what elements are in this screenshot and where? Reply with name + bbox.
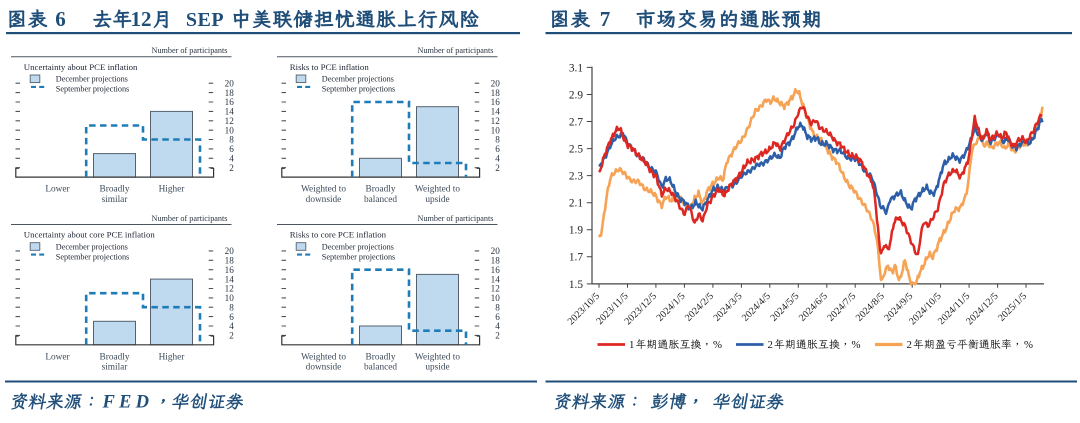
svg-text:2: 2 <box>495 331 500 341</box>
svg-text:16: 16 <box>225 97 235 107</box>
svg-text:December projections: December projections <box>56 75 128 84</box>
svg-text:upside: upside <box>425 363 449 373</box>
svg-text:2.9: 2.9 <box>569 89 583 101</box>
svg-text:6: 6 <box>229 312 234 322</box>
svg-text:Lower: Lower <box>45 185 70 195</box>
svg-text:Broadly: Broadly <box>366 352 396 362</box>
svg-text:Number of participants: Number of participants <box>152 214 228 223</box>
svg-text:12: 12 <box>225 284 235 294</box>
svg-text:20: 20 <box>491 78 501 88</box>
svg-text:12: 12 <box>491 116 501 126</box>
svg-text:Weighted to: Weighted to <box>415 185 460 195</box>
svg-text:Number of participants: Number of participants <box>418 46 494 55</box>
svg-text:%: % <box>1024 339 1033 351</box>
svg-text:7: 7 <box>600 7 611 31</box>
svg-text:1: 1 <box>629 339 634 351</box>
svg-text:Higher: Higher <box>159 352 186 362</box>
svg-text:SEP: SEP <box>186 9 224 31</box>
svg-text:12: 12 <box>225 116 235 126</box>
svg-text:20: 20 <box>491 246 501 256</box>
svg-text:September projections: September projections <box>56 252 129 261</box>
svg-text:Broadly: Broadly <box>100 185 130 195</box>
svg-text:FED: FED <box>102 393 154 413</box>
svg-text:18: 18 <box>225 88 235 98</box>
svg-text:%: % <box>713 339 722 351</box>
svg-text:2: 2 <box>768 339 773 351</box>
svg-text:4: 4 <box>229 154 234 164</box>
svg-text:16: 16 <box>491 97 501 107</box>
svg-text:2.5: 2.5 <box>569 144 583 156</box>
svg-text:12: 12 <box>131 7 152 31</box>
svg-text:Weighted to: Weighted to <box>415 352 460 362</box>
svg-text:Higher: Higher <box>159 185 186 195</box>
svg-text:2: 2 <box>495 163 500 173</box>
svg-text:2: 2 <box>229 331 234 341</box>
svg-text:Risks to PCE inflation: Risks to PCE inflation <box>290 62 370 72</box>
svg-text:6: 6 <box>495 144 500 154</box>
svg-text:2: 2 <box>907 339 912 351</box>
svg-text:12: 12 <box>491 284 501 294</box>
svg-text:2: 2 <box>229 163 234 173</box>
svg-text:16: 16 <box>225 265 235 275</box>
svg-text:upside: upside <box>425 195 449 205</box>
svg-text:Risks to core PCE inflation: Risks to core PCE inflation <box>290 230 387 240</box>
svg-text:December projections: December projections <box>322 242 394 251</box>
svg-text:10: 10 <box>225 293 235 303</box>
svg-text:18: 18 <box>491 256 501 266</box>
svg-text:20: 20 <box>225 246 235 256</box>
svg-text:Uncertainty about core PCE inf: Uncertainty about core PCE inflation <box>24 230 156 240</box>
svg-text:14: 14 <box>491 274 501 284</box>
svg-text:Weighted to: Weighted to <box>301 352 346 362</box>
svg-text:14: 14 <box>491 107 501 117</box>
svg-text:Weighted to: Weighted to <box>301 185 346 195</box>
svg-text:16: 16 <box>491 265 501 275</box>
svg-text:similar: similar <box>102 195 129 205</box>
svg-text:2.7: 2.7 <box>569 116 583 128</box>
svg-text:14: 14 <box>225 274 235 284</box>
svg-text:4: 4 <box>495 321 500 331</box>
svg-text:20: 20 <box>225 78 235 88</box>
svg-text:3.1: 3.1 <box>569 62 583 74</box>
svg-text:September projections: September projections <box>322 252 395 261</box>
svg-text:similar: similar <box>102 363 129 373</box>
svg-text:18: 18 <box>491 88 501 98</box>
svg-text:September projections: September projections <box>56 85 129 94</box>
svg-text:balanced: balanced <box>364 363 397 373</box>
svg-text:8: 8 <box>495 302 500 312</box>
svg-text:10: 10 <box>491 293 501 303</box>
svg-text:6: 6 <box>229 144 234 154</box>
svg-text:Uncertainty about PCE inflatio: Uncertainty about PCE inflation <box>24 62 138 72</box>
svg-text:10: 10 <box>225 125 235 135</box>
svg-text:downside: downside <box>306 195 342 205</box>
svg-text:6: 6 <box>495 312 500 322</box>
svg-text:Broadly: Broadly <box>366 185 396 195</box>
svg-text:December projections: December projections <box>56 242 128 251</box>
svg-text:2.3: 2.3 <box>569 171 583 183</box>
svg-text:December projections: December projections <box>322 75 394 84</box>
svg-text:downside: downside <box>306 363 342 373</box>
svg-text:14: 14 <box>225 107 235 117</box>
svg-text:2.1: 2.1 <box>569 198 583 210</box>
svg-text:8: 8 <box>229 302 234 312</box>
svg-text:Broadly: Broadly <box>100 352 130 362</box>
svg-text:September projections: September projections <box>322 85 395 94</box>
svg-text:10: 10 <box>491 125 501 135</box>
svg-text:Number of participants: Number of participants <box>152 46 228 55</box>
svg-text:balanced: balanced <box>364 195 397 205</box>
svg-text:%: % <box>852 339 861 351</box>
svg-text:8: 8 <box>495 135 500 145</box>
svg-text:Lower: Lower <box>45 352 70 362</box>
svg-text:4: 4 <box>229 321 234 331</box>
svg-text:4: 4 <box>495 154 500 164</box>
svg-text:1.9: 1.9 <box>569 225 583 237</box>
svg-text:8: 8 <box>229 135 234 145</box>
svg-text:1.5: 1.5 <box>569 279 583 291</box>
svg-text:Number of participants: Number of participants <box>418 214 494 223</box>
svg-text:1.7: 1.7 <box>569 252 583 264</box>
svg-text:6: 6 <box>55 7 66 31</box>
svg-text:18: 18 <box>225 256 235 266</box>
